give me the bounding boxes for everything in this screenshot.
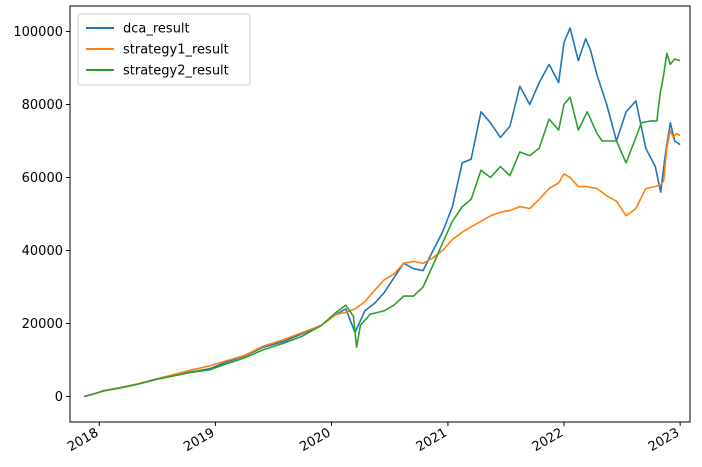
y-axis: 0 20000 40000 60000 80000 100000 [13,25,70,405]
series-line-strategy2_result [84,52,681,398]
y-tick-label: 40000 [22,244,63,259]
y-tick-label: 20000 [22,317,63,332]
series-line-strategy1_result [84,129,681,398]
y-tick-label: 60000 [22,171,63,186]
legend-label-strategy2_result: strategy2_result [123,64,229,79]
plot-area [84,27,681,398]
legend-label-dca_result: dca_result [123,22,190,37]
y-tick-label: 0 [55,390,63,405]
series-line-dca_result [84,27,681,398]
y-tick-label: 100000 [13,25,63,40]
legend-box [77,13,251,86]
legend: dca_result strategy1_result strategy2_resu… [77,13,251,86]
y-tick-label: 80000 [22,98,63,113]
legend-label-strategy1_result: strategy1_result [123,43,229,58]
axes-frame [69,5,691,423]
